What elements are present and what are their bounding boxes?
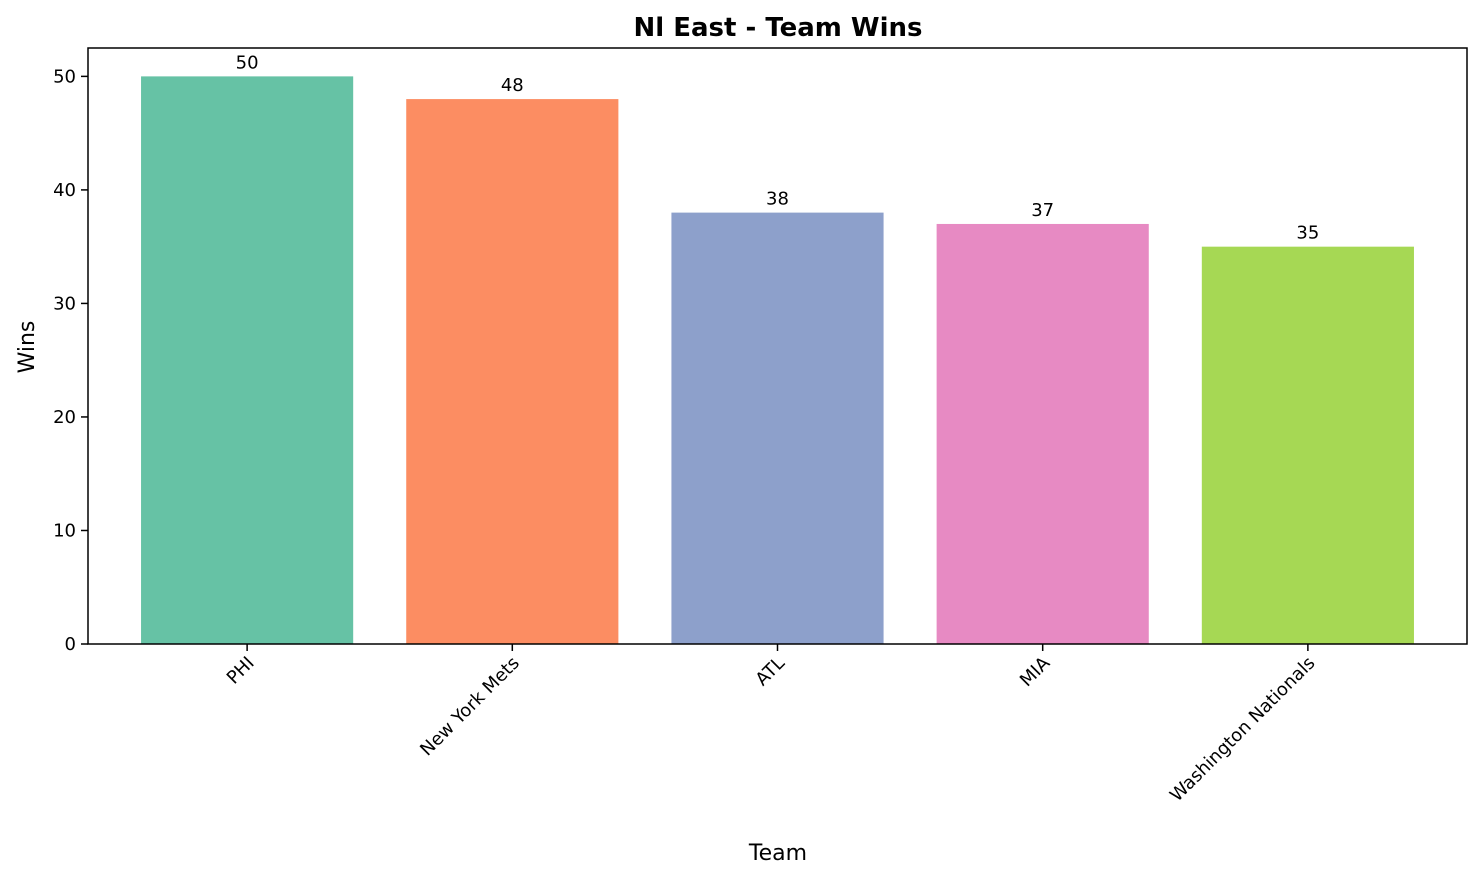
bar-4	[1201, 246, 1414, 644]
y-tick-label-2: 20	[53, 407, 76, 428]
y-tick-label-1: 10	[53, 520, 76, 541]
x-tick-label-4: Washington Nationals	[1166, 653, 1319, 806]
x-tick-label-0: PHI	[223, 653, 259, 689]
x-axis-label: Team	[748, 841, 807, 866]
bar-3	[936, 223, 1149, 644]
y-tick-label-4: 40	[53, 180, 76, 201]
x-tick-label-2: ATL	[752, 653, 789, 690]
bar-1	[406, 99, 619, 645]
x-tick-label-3: MIA	[1016, 652, 1055, 691]
bar-2	[671, 212, 884, 644]
y-tick-label-5: 50	[53, 66, 76, 87]
data-label-1: 48	[501, 75, 524, 96]
chart-title: Nl East - Team Wins	[633, 13, 922, 43]
y-axis-label: Wins	[15, 321, 40, 374]
x-axis: PHI New York Mets ATL MIA Washington Nationa…	[223, 644, 1319, 806]
data-labels-group: 50 48 38 37 35	[236, 52, 1320, 243]
bars-group	[141, 76, 1414, 645]
plot-frame	[87, 47, 1468, 645]
data-label-4: 35	[1296, 223, 1319, 244]
data-label-3: 37	[1031, 200, 1054, 221]
data-label-2: 38	[766, 189, 789, 210]
bar-0	[141, 76, 354, 644]
x-tick-label-1: New York Mets	[416, 653, 524, 761]
y-tick-label-0: 0	[65, 634, 76, 655]
y-axis: 0 10 20 30 40 50	[53, 66, 88, 655]
y-tick-label-3: 30	[53, 293, 76, 314]
data-label-0: 50	[236, 52, 259, 73]
